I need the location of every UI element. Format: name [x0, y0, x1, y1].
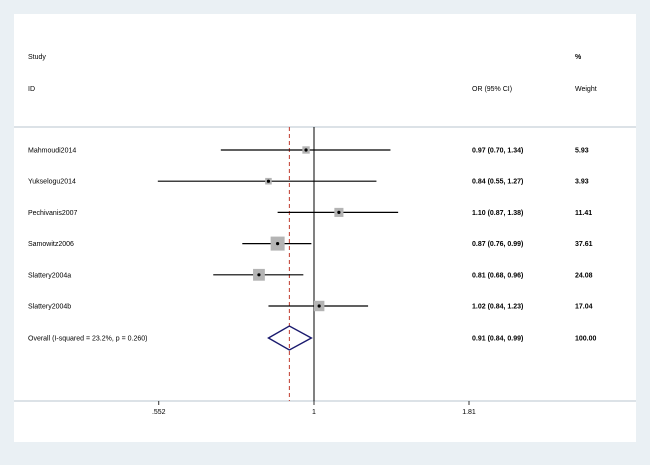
study-ci-text: 0.87 (0.76, 0.99) [472, 241, 523, 248]
study-label: Slattery2004a [28, 272, 71, 279]
plot-area [14, 14, 636, 442]
study-weight-text: 3.93 [575, 179, 589, 186]
header-percent-label: % [575, 54, 582, 61]
study-weight-text: 24.08 [575, 272, 593, 279]
study-label: Slattery2004b [28, 304, 71, 311]
x-tick-label: 1 [312, 409, 316, 416]
point-estimate [304, 148, 308, 152]
header-weight-label: Weight [575, 86, 597, 93]
x-tick-label: .552 [152, 409, 166, 416]
overall-ci-text: 0.91 (0.84, 0.99) [472, 336, 523, 343]
point-estimate [337, 210, 341, 214]
study-ci-text: 0.81 (0.68, 0.96) [472, 272, 523, 279]
study-label: Mahmoudi2014 [28, 148, 76, 155]
study-ci-text: 1.02 (0.84, 1.23) [472, 304, 523, 311]
point-estimate [317, 304, 321, 308]
header-id-label: ID [28, 86, 35, 93]
point-estimate [276, 242, 280, 246]
study-weight-text: 17.04 [575, 304, 593, 311]
overall-diamond [267, 325, 313, 351]
x-tick-label: 1.81 [462, 409, 476, 416]
header-or-label: OR (95% CI) [472, 86, 512, 93]
overall-weight-text: 100.00 [575, 336, 597, 343]
study-weight-text: 37.61 [575, 241, 593, 248]
point-estimate [257, 273, 261, 277]
study-label: Samowitz2006 [28, 241, 74, 248]
marks-layer: .552 1 1.81 Mahmoudi2014 0.97 (0.70, 1.34) 5.… [28, 127, 597, 416]
study-ci-text: 0.97 (0.70, 1.34) [472, 148, 523, 155]
study-ci-text: 0.84 (0.55, 1.27) [472, 179, 523, 186]
study-label: Pechivanis2007 [28, 210, 78, 217]
study-label: Yukselogu2014 [28, 179, 76, 186]
study-weight-text: 11.41 [575, 210, 592, 217]
point-estimate [266, 179, 271, 183]
overall-label: Overall (I-squared = 23.2%, p = 0.260) [28, 336, 147, 343]
header-study-label: Study [28, 54, 46, 61]
study-ci-text: 1.10 (0.87, 1.38) [472, 210, 523, 217]
study-weight-text: 5.93 [575, 148, 589, 155]
